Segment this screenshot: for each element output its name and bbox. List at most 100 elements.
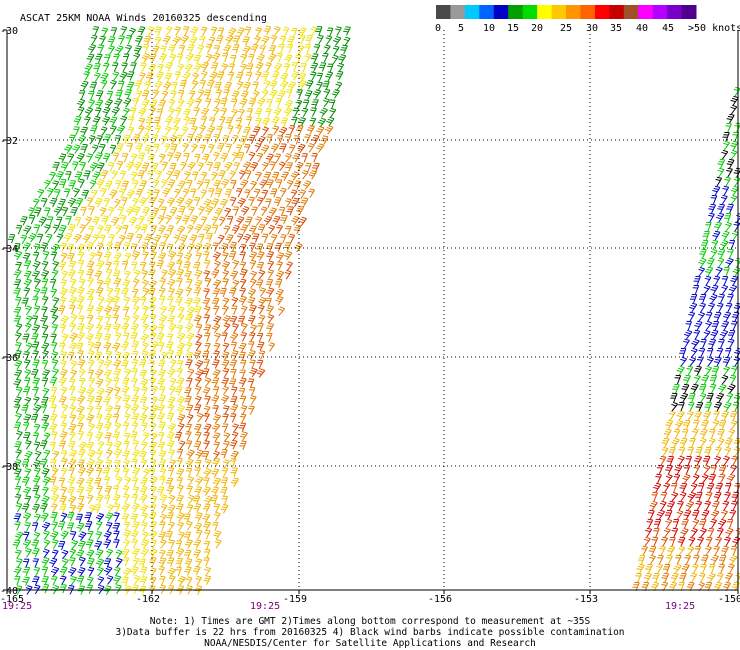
wind-barb [213,315,222,326]
wind-barb [196,412,204,423]
wind-barb [140,441,148,451]
wind-barb [174,431,183,442]
wind-barb [690,347,698,358]
wind-barb [23,278,32,289]
wind-barb [677,500,684,511]
wind-barb [60,242,67,252]
wind-barb [148,63,156,74]
wind-barb [249,242,256,252]
wind-barb [31,333,39,343]
wind-barb [229,241,237,252]
wind-barb [679,437,688,448]
wind-barb [193,522,203,533]
wind-barb [716,212,725,223]
wind-barb [665,419,674,430]
wind-barb [267,269,275,279]
latitude-labels: -30-32-34-36-38-40 [0,26,18,597]
wind-barb [60,422,68,432]
wind-barb [167,152,174,162]
wind-barb [230,467,238,477]
wind-barb [140,333,149,344]
wind-barb [699,428,708,439]
wind-barb [275,278,283,289]
wind-barb [42,476,51,487]
wind-barb [43,449,51,460]
wind-barb [683,338,690,349]
wind-barb [211,377,220,387]
wind-barb [723,455,730,466]
wind-barb [65,171,72,181]
wind-barb [67,224,76,234]
legend-swatch [681,5,697,19]
wind-barb [169,359,177,369]
wind-barb [149,521,158,531]
wind-barb [76,305,84,315]
wind-barb [725,221,732,232]
wind-barb [680,527,689,538]
wind-barb [33,404,42,414]
wind-barb [99,207,107,217]
wind-barb [710,284,719,295]
wind-barb [166,333,174,343]
wind-barb [213,530,222,540]
wind-barb [242,161,251,171]
wind-barb [305,80,314,90]
wind-barb [78,368,86,378]
wind-barb [733,437,740,448]
wind-barb [702,455,711,466]
wind-barb [283,107,293,117]
wind-barb [131,261,138,271]
wind-barb [86,549,95,559]
wind-barb [137,152,146,162]
wind-barb [714,581,723,592]
wind-barb [127,116,135,126]
wind-barb [57,305,66,315]
wind-barb [59,324,66,334]
wind-barb [203,468,212,478]
wind-barb [244,189,251,199]
wind-barb [191,171,199,181]
wind-barb [86,494,94,505]
wind-barb [238,170,246,180]
wind-barb [708,437,716,448]
wind-barb [52,297,60,307]
wind-barb [184,171,191,181]
wind-barb [123,413,131,423]
wind-barb [86,576,94,587]
wind-barb [142,279,149,290]
wind-barb [68,180,76,190]
wind-barb [24,495,32,505]
wind-barb [32,459,41,470]
wind-barb [94,152,103,162]
wind-barb [77,422,84,433]
wind-barb [699,392,707,403]
wind-barb [291,116,298,127]
wind-barb [172,35,181,46]
wind-barb [297,117,307,127]
wind-barb [727,338,735,349]
wind-barb [42,349,49,360]
legend-swatch [623,5,639,19]
wind-barb [41,521,51,532]
wind-barb [168,539,175,550]
wind-barb [172,170,181,180]
wind-barb [682,473,691,484]
wind-barb [701,554,709,565]
wind-barb [67,476,76,487]
wind-barb [139,72,146,82]
wind-barb [203,431,210,442]
wind-barb [144,144,152,155]
wind-barb [104,314,112,324]
wind-barb [317,34,324,45]
wind-barb [66,243,74,253]
wind-barb [123,440,130,451]
wind-barb [700,338,707,349]
wind-barb [691,563,699,574]
wind-barb [68,296,77,306]
wind-barb [254,108,263,118]
wind-barb [169,206,178,217]
wind-barb [108,234,115,244]
wind-barb [204,458,212,469]
note-line-3: NOAA/NESDIS/Center for Satellite Applica… [204,638,536,649]
wind-barb [672,383,680,394]
